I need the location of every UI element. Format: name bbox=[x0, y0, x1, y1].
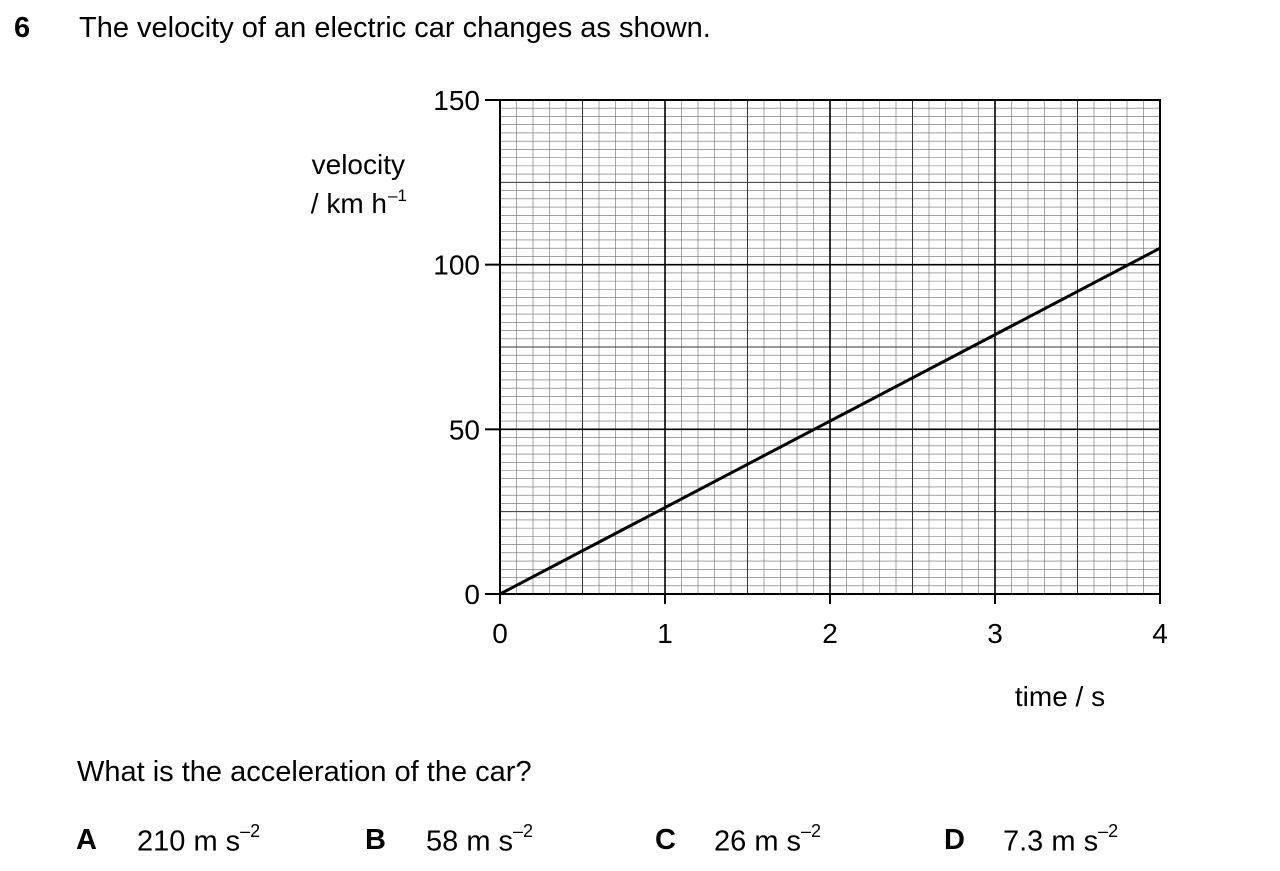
option-c-letter[interactable]: C bbox=[655, 824, 676, 856]
x-axis-label: time / s bbox=[1015, 681, 1105, 712]
question-prompt: What is the acceleration of the car? bbox=[77, 756, 532, 788]
y-axis-unit: / km h bbox=[311, 188, 387, 219]
option-c-value: 26 m s bbox=[714, 825, 802, 858]
axis-ticks bbox=[485, 99, 1161, 604]
option-d-value: 7.3 m s bbox=[1003, 825, 1099, 858]
option-c-answer[interactable]: 26 m s–2 bbox=[714, 821, 822, 859]
velocity-time-chart: 0 1 2 3 4 0 50 100 150 velocity / km h –1 time … bbox=[311, 85, 1168, 712]
option-d-answer[interactable]: 7.3 m s–2 bbox=[1003, 821, 1119, 859]
x-tick-label: 2 bbox=[822, 618, 838, 649]
y-tick-label: 100 bbox=[433, 250, 480, 281]
x-tick-labels: 0 1 2 3 4 bbox=[492, 618, 1168, 649]
option-a-answer[interactable]: 210 m s–2 bbox=[137, 821, 261, 859]
x-tick-label: 3 bbox=[987, 618, 1003, 649]
option-a-exponent: –2 bbox=[240, 821, 261, 841]
y-axis-label-line2: / km h bbox=[311, 188, 387, 219]
option-b-value: 58 m s bbox=[426, 825, 514, 858]
x-tick-label: 4 bbox=[1152, 618, 1168, 649]
major-gridlines bbox=[500, 100, 1160, 594]
series-line bbox=[499, 246, 1161, 596]
option-b-answer[interactable]: 58 m s–2 bbox=[426, 821, 534, 859]
y-tick-label: 150 bbox=[433, 85, 480, 116]
y-axis-unit-exponent: –1 bbox=[388, 186, 407, 205]
option-d-letter[interactable]: D bbox=[944, 824, 965, 856]
x-tick-label: 0 bbox=[492, 618, 508, 649]
option-c-exponent: –2 bbox=[801, 821, 822, 841]
y-tick-label: 0 bbox=[464, 579, 480, 610]
option-a-value: 210 m s bbox=[137, 825, 241, 858]
question-number: 6 bbox=[14, 12, 31, 44]
option-b-letter[interactable]: B bbox=[365, 824, 386, 856]
y-tick-label: 50 bbox=[449, 414, 480, 445]
data-series bbox=[499, 246, 1161, 596]
y-axis-label-line1: velocity bbox=[312, 149, 405, 180]
question-stem: The velocity of an electric car changes … bbox=[79, 12, 711, 44]
y-tick-labels: 0 50 100 150 bbox=[433, 85, 480, 610]
option-d-exponent: –2 bbox=[1098, 821, 1119, 841]
option-b-exponent: –2 bbox=[513, 821, 534, 841]
option-a-letter[interactable]: A bbox=[76, 824, 97, 856]
x-tick-label: 1 bbox=[657, 618, 673, 649]
